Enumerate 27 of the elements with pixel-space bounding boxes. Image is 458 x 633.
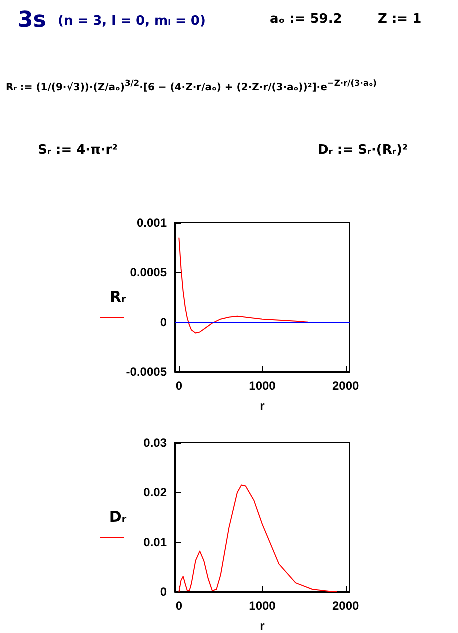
text: Rᵣ := (1/(9·√3))·(Z/aₒ)$^{3/2}$·[6 − (4·Z·r/aₒ) + (2·Z·r/(3·aₒ))²]·e$^{−Z·r/(3·aₒ)}$	[6, 78, 377, 94]
y-tick-label: 0.001	[136, 216, 168, 230]
y-tick-label: 0.0005	[130, 266, 168, 280]
text: aₒ := 59.2	[270, 12, 342, 27]
x-tick-label: 2000	[332, 379, 360, 393]
x-tick-label: 1000	[249, 379, 276, 393]
x-tick-label: 1000	[249, 599, 276, 613]
y-tick-label: 0.01	[144, 535, 168, 550]
y-axis-title: Dᵣ	[108, 508, 128, 526]
y-tick-label: -0.0005	[126, 365, 168, 379]
y-tick-label: 0	[160, 585, 168, 599]
x-axis-title: r	[260, 399, 266, 413]
y-axis-title: Rᵣ	[108, 288, 128, 306]
text: 3s	[18, 8, 46, 33]
line-series	[178, 484, 338, 592]
line-series	[178, 237, 309, 334]
y-tick-label: 0.03	[144, 436, 168, 450]
x-tick-label: 0	[176, 599, 183, 613]
x-tick-label: 0	[176, 379, 183, 393]
text: Sᵣ := 4·π·r²	[38, 143, 118, 158]
text: Dᵣ := Sᵣ·(Rᵣ)²	[318, 143, 408, 158]
x-tick-label: 2000	[332, 599, 360, 613]
y-tick-label: 0	[160, 315, 168, 330]
y-tick-label: 0.02	[144, 486, 168, 500]
text: Z := 1	[378, 12, 422, 27]
text: (n = 3, l = 0, mₗ = 0)	[58, 14, 206, 29]
x-axis-title: r	[260, 619, 266, 633]
